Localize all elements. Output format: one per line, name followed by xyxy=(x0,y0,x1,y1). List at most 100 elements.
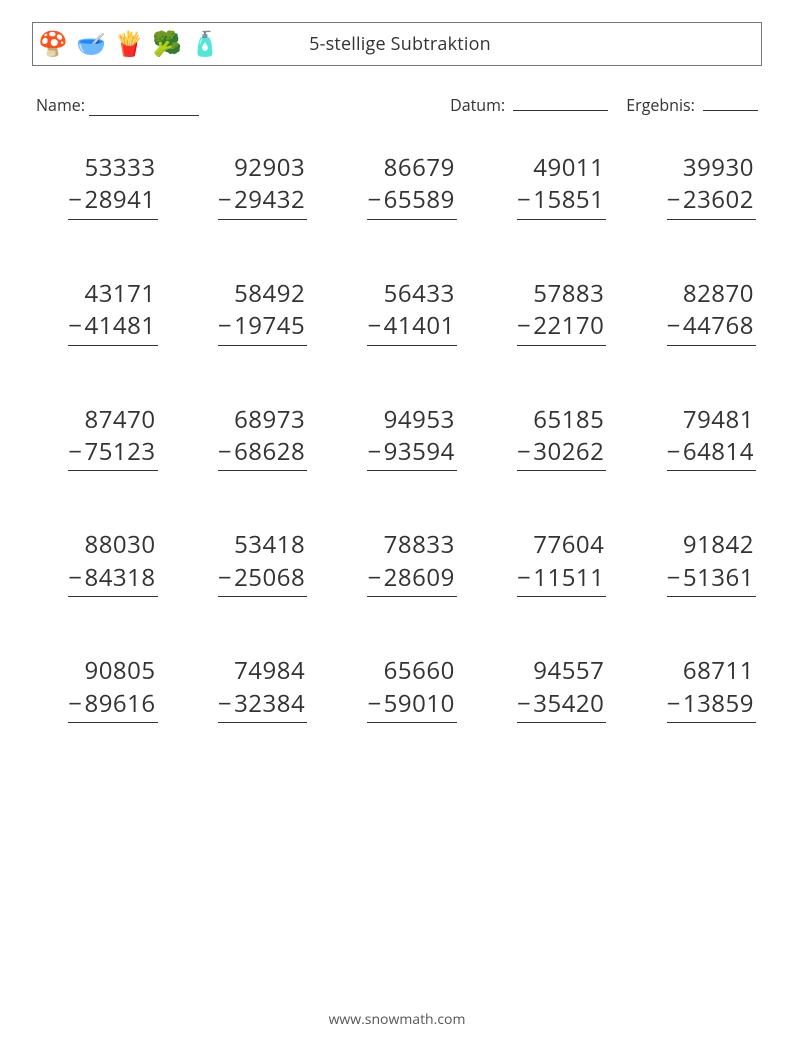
date-group: Datum: xyxy=(450,94,608,116)
subtrahend-row: −89616 xyxy=(68,688,157,723)
meta-left: Name: xyxy=(36,94,450,116)
subtrahend: 13859 xyxy=(683,688,754,720)
subtrahend: 29432 xyxy=(234,184,305,216)
minus-operator: − xyxy=(667,310,681,342)
minuend: 79481 xyxy=(683,404,756,436)
name-label: Name: xyxy=(36,94,85,116)
minus-operator: − xyxy=(667,436,681,468)
subtraction-problem: 68711−13859 xyxy=(636,655,756,723)
result-blank[interactable] xyxy=(703,95,758,111)
subtrahend-row: −65589 xyxy=(367,184,456,219)
subtrahend: 65589 xyxy=(384,184,455,216)
subtrahend: 68628 xyxy=(234,436,305,468)
minus-operator: − xyxy=(517,310,531,342)
result-label: Ergebnis: xyxy=(626,94,695,116)
subtrahend: 41481 xyxy=(84,310,155,342)
subtrahend: 23602 xyxy=(683,184,754,216)
subtraction-problem: 53333−28941 xyxy=(38,152,158,220)
minus-operator: − xyxy=(218,310,232,342)
subtrahend-row: −41481 xyxy=(68,310,157,345)
problems-grid: 53333−2894192903−2943286679−6558949011−1… xyxy=(32,152,762,723)
subtrahend-row: −84318 xyxy=(68,562,157,597)
subtrahend: 59010 xyxy=(384,688,455,720)
subtrahend: 41401 xyxy=(384,310,455,342)
subtrahend-row: −28609 xyxy=(367,562,456,597)
minus-operator: − xyxy=(218,436,232,468)
minus-operator: − xyxy=(517,562,531,594)
subtrahend: 93594 xyxy=(384,436,455,468)
subtrahend: 15851 xyxy=(533,184,604,216)
subtraction-problem: 74984−32384 xyxy=(188,655,308,723)
minuend: 53333 xyxy=(84,152,157,184)
subtraction-problem: 77604−11511 xyxy=(487,529,607,597)
subtraction-problem: 58492−19745 xyxy=(188,278,308,346)
date-blank[interactable] xyxy=(513,95,608,111)
minus-operator: − xyxy=(218,184,232,216)
subtrahend-row: −30262 xyxy=(517,436,606,471)
subtrahend-row: −23602 xyxy=(667,184,756,219)
name-blank[interactable] xyxy=(89,100,199,116)
subtraction-problem: 49011−15851 xyxy=(487,152,607,220)
footer-url: www.snowmath.com xyxy=(0,1010,794,1029)
subtrahend: 32384 xyxy=(234,688,305,720)
minus-operator: − xyxy=(68,436,82,468)
minuend: 94557 xyxy=(533,655,606,687)
minuend: 78833 xyxy=(384,529,457,561)
subtraction-problem: 87470−75123 xyxy=(38,404,158,472)
subtraction-problem: 88030−84318 xyxy=(38,529,158,597)
minus-operator: − xyxy=(68,184,82,216)
bowl-icon: 🥣 xyxy=(77,29,105,59)
subtrahend-row: −19745 xyxy=(218,310,307,345)
minuend: 74984 xyxy=(234,655,307,687)
minus-operator: − xyxy=(367,688,381,720)
subtrahend-row: −11511 xyxy=(517,562,606,597)
subtrahend: 84318 xyxy=(84,562,155,594)
minuend: 43171 xyxy=(84,278,157,310)
minuend: 82870 xyxy=(683,278,756,310)
minuend: 86679 xyxy=(384,152,457,184)
subtrahend: 75123 xyxy=(84,436,155,468)
minus-operator: − xyxy=(367,184,381,216)
subtrahend-row: −28941 xyxy=(68,184,157,219)
subtrahend-row: −22170 xyxy=(517,310,606,345)
subtrahend-row: −44768 xyxy=(667,310,756,345)
minus-operator: − xyxy=(517,436,531,468)
minuend: 87470 xyxy=(84,404,157,436)
minus-operator: − xyxy=(367,436,381,468)
minuend: 53418 xyxy=(234,529,307,561)
minus-operator: − xyxy=(218,688,232,720)
subtrahend-row: −15851 xyxy=(517,184,606,219)
mushroom-icon: 🍄 xyxy=(39,29,67,59)
minus-operator: − xyxy=(517,184,531,216)
jar-icon: 🧴 xyxy=(191,29,219,59)
minuend: 77604 xyxy=(533,529,606,561)
subtraction-problem: 43171−41481 xyxy=(38,278,158,346)
minus-operator: − xyxy=(367,310,381,342)
subtrahend: 35420 xyxy=(533,688,604,720)
minus-operator: − xyxy=(667,184,681,216)
subtrahend-row: −51361 xyxy=(667,562,756,597)
minuend: 39930 xyxy=(683,152,756,184)
subtrahend-row: −68628 xyxy=(218,436,307,471)
subtrahend-row: −59010 xyxy=(367,688,456,723)
minuend: 65185 xyxy=(533,404,606,436)
subtraction-problem: 65660−59010 xyxy=(337,655,457,723)
subtraction-problem: 57883−22170 xyxy=(487,278,607,346)
minuend: 49011 xyxy=(533,152,606,184)
worksheet-page: 🍄 🥣 🍟 🥦 🧴 5-stellige Subtraktion Name: D… xyxy=(0,0,794,1053)
subtraction-problem: 92903−29432 xyxy=(188,152,308,220)
subtrahend: 28609 xyxy=(384,562,455,594)
subtraction-problem: 82870−44768 xyxy=(636,278,756,346)
worksheet-title: 5-stellige Subtraktion xyxy=(219,32,751,56)
meta-row: Name: Datum: Ergebnis: xyxy=(32,94,762,116)
minus-operator: − xyxy=(218,562,232,594)
subtrahend: 19745 xyxy=(234,310,305,342)
minuend: 94953 xyxy=(384,404,457,436)
subtrahend-row: −64814 xyxy=(667,436,756,471)
result-group: Ergebnis: xyxy=(626,94,758,116)
subtrahend-row: −93594 xyxy=(367,436,456,471)
subtrahend-row: −25068 xyxy=(218,562,307,597)
subtrahend: 30262 xyxy=(533,436,604,468)
subtraction-problem: 65185−30262 xyxy=(487,404,607,472)
subtrahend: 25068 xyxy=(234,562,305,594)
